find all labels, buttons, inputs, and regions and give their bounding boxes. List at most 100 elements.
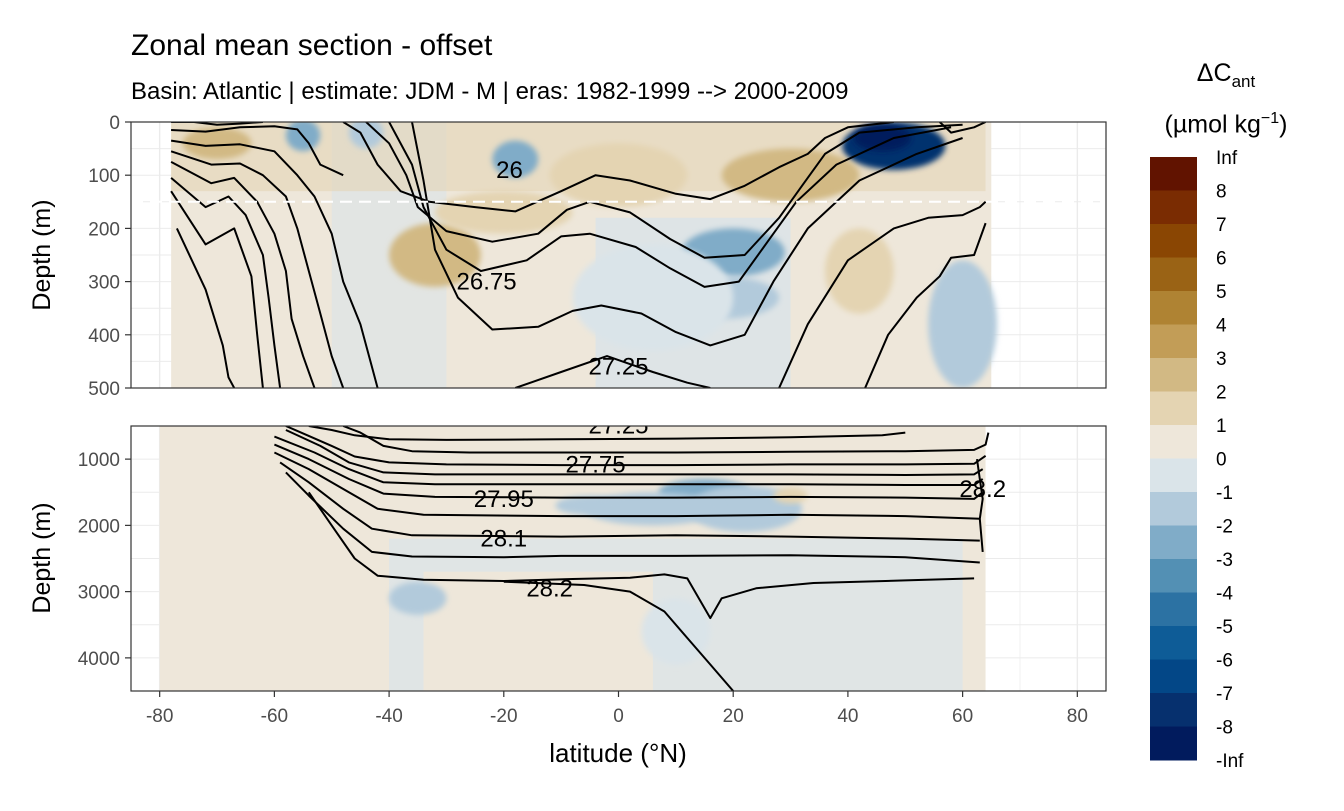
colorbar xyxy=(1150,157,1197,761)
colorbar-title-subscript: ant xyxy=(1231,72,1256,91)
isopycnal-line xyxy=(342,426,990,454)
colorbar-swatch xyxy=(1150,224,1197,258)
colorbar-label: -7 xyxy=(1216,684,1233,705)
x-tick-label: 0 xyxy=(613,706,624,727)
field-band xyxy=(423,571,653,691)
colorbar-label: Inf xyxy=(1216,148,1238,169)
colorbar-label: 0 xyxy=(1216,450,1227,471)
anomaly-patch xyxy=(434,191,573,234)
colorbar-units-suffix: ) xyxy=(1279,110,1288,139)
colorbar-swatch xyxy=(1150,358,1197,392)
isopycnal-line xyxy=(976,458,984,552)
y-tick-label: 2000 xyxy=(78,516,120,537)
y-tick-label: 500 xyxy=(88,379,120,400)
x-axis-ticks: -80 -60 -40 -20 0 20 40 60 80 xyxy=(146,691,1088,727)
isopycnal-label: 27.95 xyxy=(474,486,534,513)
x-tick-label: -80 xyxy=(146,706,173,727)
isopycnal-label: 28.2 xyxy=(959,476,1006,503)
colorbar-label: 5 xyxy=(1216,282,1227,303)
colorbar-labels: Inf 8 7 6 5 4 3 2 1 0 -1 -2 -3 -4 -5 -6 -7 -8 -Inf xyxy=(1216,148,1244,772)
upper-isopycnal-labels: 26 26.75 27.25 xyxy=(457,157,649,381)
x-tick-label: -40 xyxy=(375,706,402,727)
isopycnal-line xyxy=(273,451,980,520)
colorbar-label: 1 xyxy=(1216,416,1227,437)
colorbar-swatch xyxy=(1150,659,1197,694)
isopycnal-line xyxy=(365,122,963,259)
isopycnal-line xyxy=(170,190,264,388)
x-tick-label: -60 xyxy=(261,706,288,727)
isopycnal-line xyxy=(175,227,236,388)
colorbar-label: -5 xyxy=(1216,617,1233,638)
lower-isopycnals xyxy=(273,426,990,691)
isopycnal-line xyxy=(939,122,987,134)
colorbar-swatch xyxy=(1150,458,1197,493)
colorbar-units: (µmol kg−1) xyxy=(1140,104,1312,139)
isopycnal-line xyxy=(307,491,975,620)
isopycnal-line xyxy=(274,443,984,500)
anomaly-patch xyxy=(492,140,539,178)
colorbar-swatch xyxy=(1150,525,1197,560)
colorbar-units-superscript: −1 xyxy=(1260,110,1280,127)
colorbar-swatch xyxy=(1150,726,1197,761)
isopycnal-line xyxy=(342,122,894,213)
colorbar-label: 8 xyxy=(1216,182,1227,203)
colorbar-swatch xyxy=(1150,592,1197,627)
lower-panel: 27.25 27.75 27.95 28.1 28.2 28.2 1000 2000 3000… xyxy=(28,412,1107,692)
isopycnal-line xyxy=(171,125,344,177)
isopycnal-line xyxy=(274,435,984,486)
upper-y-ticks: 0 100 200 300 400 500 xyxy=(88,113,131,400)
lower-y-ticks: 1000 2000 3000 4000 xyxy=(78,450,131,670)
anomaly-patch xyxy=(824,228,894,314)
colorbar-swatch xyxy=(1150,257,1197,292)
isopycnal-line xyxy=(503,580,734,691)
isopycnal-line xyxy=(170,150,345,388)
chart-subtitle: Basin: Atlantic | estimate: JDM - M | er… xyxy=(131,78,848,105)
x-tick-label: -20 xyxy=(490,706,517,727)
lower-isopycnal-labels: 27.25 27.75 27.95 28.1 28.2 28.2 xyxy=(474,412,1006,602)
isopycnal-label: 27.25 xyxy=(588,412,648,439)
colorbar-label: -Inf xyxy=(1216,751,1244,772)
colorbar-label: -2 xyxy=(1216,517,1233,538)
x-tick-label: 40 xyxy=(837,706,858,727)
y-tick-label: 200 xyxy=(88,219,120,240)
colorbar-swatch xyxy=(1150,693,1197,727)
colorbar-swatch xyxy=(1150,157,1197,191)
upper-panel-border xyxy=(130,121,1107,389)
anomaly-patch xyxy=(773,487,808,504)
isopycnal-line xyxy=(170,177,282,388)
x-tick-label: 20 xyxy=(723,706,744,727)
isopycnal-line xyxy=(411,122,963,347)
lower-y-axis-label: Depth (m) xyxy=(28,502,56,613)
colorbar-label: 4 xyxy=(1216,316,1227,337)
colorbar-label: -8 xyxy=(1216,718,1233,739)
upper-y-axis-label: Depth (m) xyxy=(28,199,56,310)
colorbar-label: -1 xyxy=(1216,483,1233,504)
upper-isopycnals xyxy=(170,122,987,388)
isopycnal-line xyxy=(171,122,263,126)
colorbar-swatch xyxy=(1150,324,1197,359)
y-tick-label: 4000 xyxy=(78,649,120,670)
colorbar-swatch xyxy=(1150,291,1197,325)
y-tick-label: 100 xyxy=(88,166,120,187)
anomaly-patch xyxy=(389,581,447,615)
isopycnal-line xyxy=(308,426,906,441)
anomaly-patch xyxy=(389,223,481,287)
upper-panel: 26 26.75 27.25 0 100 200 300 400 500 Depth (m) xyxy=(28,113,1107,400)
y-tick-label: 3000 xyxy=(78,583,120,604)
colorbar-swatch xyxy=(1150,492,1197,526)
isopycnal-label: 28.2 xyxy=(526,575,573,602)
chart-title: Zonal mean section - offset xyxy=(131,29,493,62)
isopycnal-line xyxy=(279,461,980,542)
x-axis-label: latitude (°N) xyxy=(549,738,687,768)
anomaly-patch xyxy=(641,598,711,665)
colorbar-label: 6 xyxy=(1216,249,1227,270)
lower-anomaly-field xyxy=(159,426,986,691)
colorbar-title: ΔCant xyxy=(1140,58,1312,97)
x-tick-label: 80 xyxy=(1067,706,1088,727)
x-tick-label: 60 xyxy=(952,706,973,727)
colorbar-units-prefix: (µmol kg xyxy=(1164,110,1261,139)
isopycnal-label: 27.75 xyxy=(566,451,626,478)
y-tick-label: 0 xyxy=(109,113,120,134)
isopycnal-line xyxy=(778,201,987,388)
